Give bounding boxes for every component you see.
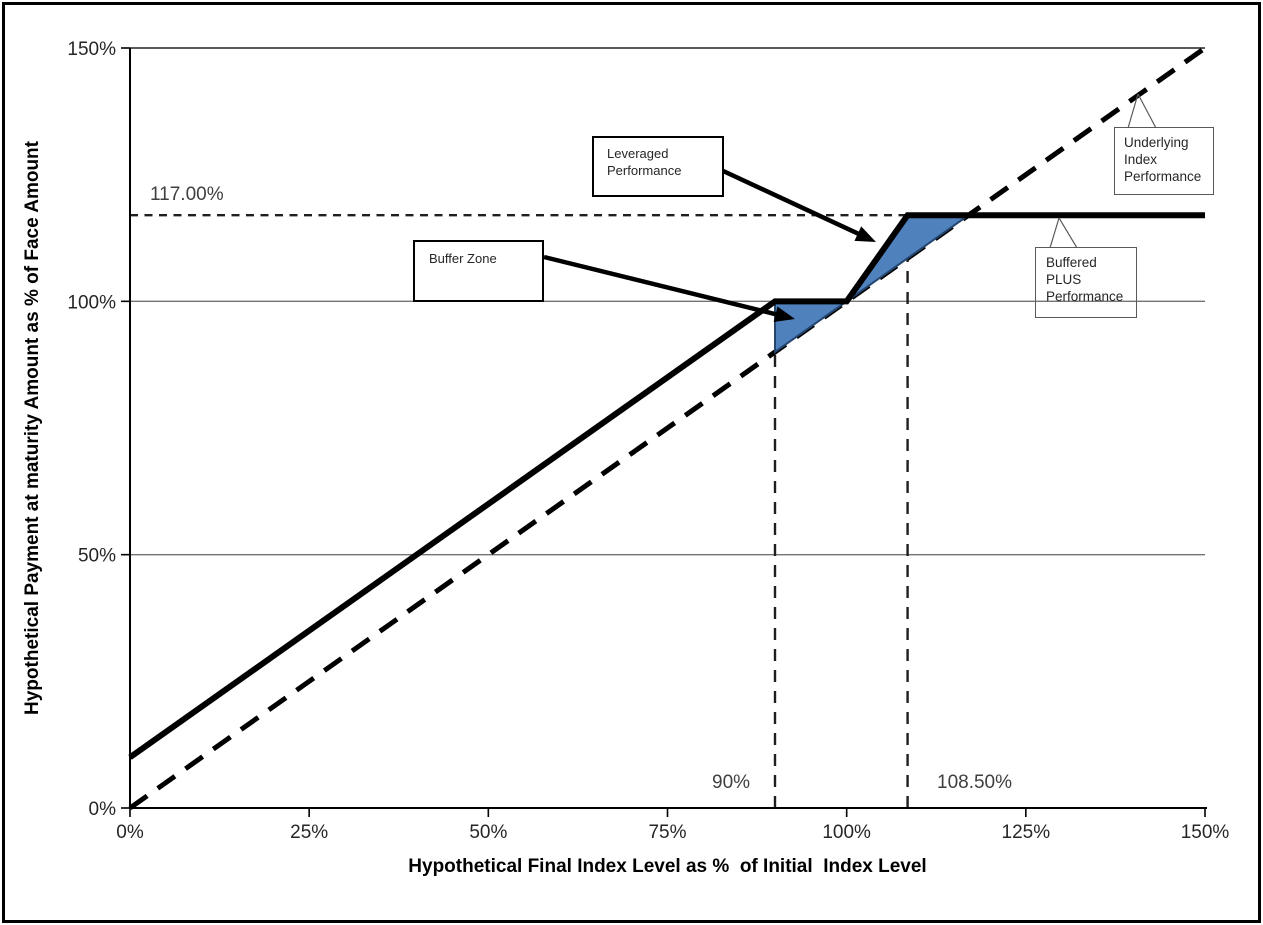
buffer-zone-triangle bbox=[774, 300, 850, 354]
callout-tail-buffered-1 bbox=[1058, 217, 1078, 249]
callout-underlying-line3: Performance bbox=[1124, 169, 1202, 184]
callout-arrow-leveraged-shaft bbox=[720, 167, 862, 237]
callout-buffered-line2: Performance bbox=[1046, 289, 1124, 304]
callout-buffer-zone: Buffer Zone bbox=[413, 240, 544, 302]
callout-tail-underlying-0 bbox=[1127, 93, 1139, 129]
y-tick-label-150: 150% bbox=[67, 39, 116, 60]
callout-leveraged-line2: Performance bbox=[607, 163, 682, 178]
x-tick-label-125: 125% bbox=[1002, 822, 1051, 843]
callout-arrow-buffer-shaft bbox=[543, 254, 780, 318]
leveraged-zone-triangle bbox=[845, 214, 972, 303]
callout-arrow-leveraged-head bbox=[854, 226, 876, 243]
x-tick-label-50: 50% bbox=[469, 822, 507, 843]
callout-tail-underlying-1 bbox=[1137, 93, 1157, 129]
callout-underlying-line2: Index bbox=[1124, 152, 1158, 167]
x-tick-label-100: 100% bbox=[822, 822, 871, 843]
callout-arrow-buffer-head bbox=[773, 306, 795, 322]
x-axis-title: Hypothetical Final Index Level as % of I… bbox=[408, 856, 927, 877]
y-tick-label-0: 0% bbox=[89, 799, 117, 820]
callout-leveraged-performance: Leveraged Performance bbox=[592, 136, 724, 197]
callout-leveraged-line1: Leveraged bbox=[607, 146, 669, 161]
callout-buffered-plus-performance: Buffered PLUS Performance bbox=[1035, 247, 1137, 318]
callout-underlying-line1: Underlying bbox=[1124, 135, 1189, 150]
callout-buffer-line1: Buffer Zone bbox=[429, 251, 497, 266]
buffered-plus-line bbox=[128, 212, 1205, 760]
callout-buffered-line1: Buffered PLUS bbox=[1046, 255, 1097, 287]
y-tick-label-100: 100% bbox=[67, 292, 116, 313]
underlying-index-line bbox=[128, 45, 1207, 811]
x-tick-label-25: 25% bbox=[290, 822, 328, 843]
buffer-level-label: 90% bbox=[712, 772, 751, 793]
x-tick-label-75: 75% bbox=[648, 822, 686, 843]
x-tick-label-0: 0% bbox=[116, 822, 144, 843]
y-axis-title: Hypothetical Payment at maturity Amount … bbox=[22, 141, 43, 715]
cap-level-label: 117.00% bbox=[150, 184, 224, 205]
y-tick-label-50: 50% bbox=[78, 546, 116, 567]
x-tick-label-150: 150% bbox=[1181, 822, 1230, 843]
callout-tail-buffered-0 bbox=[1049, 217, 1060, 249]
cap-trigger-level-label: 108.50% bbox=[937, 772, 1013, 793]
callout-underlying-index-performance: Underlying Index Performance bbox=[1114, 127, 1214, 195]
